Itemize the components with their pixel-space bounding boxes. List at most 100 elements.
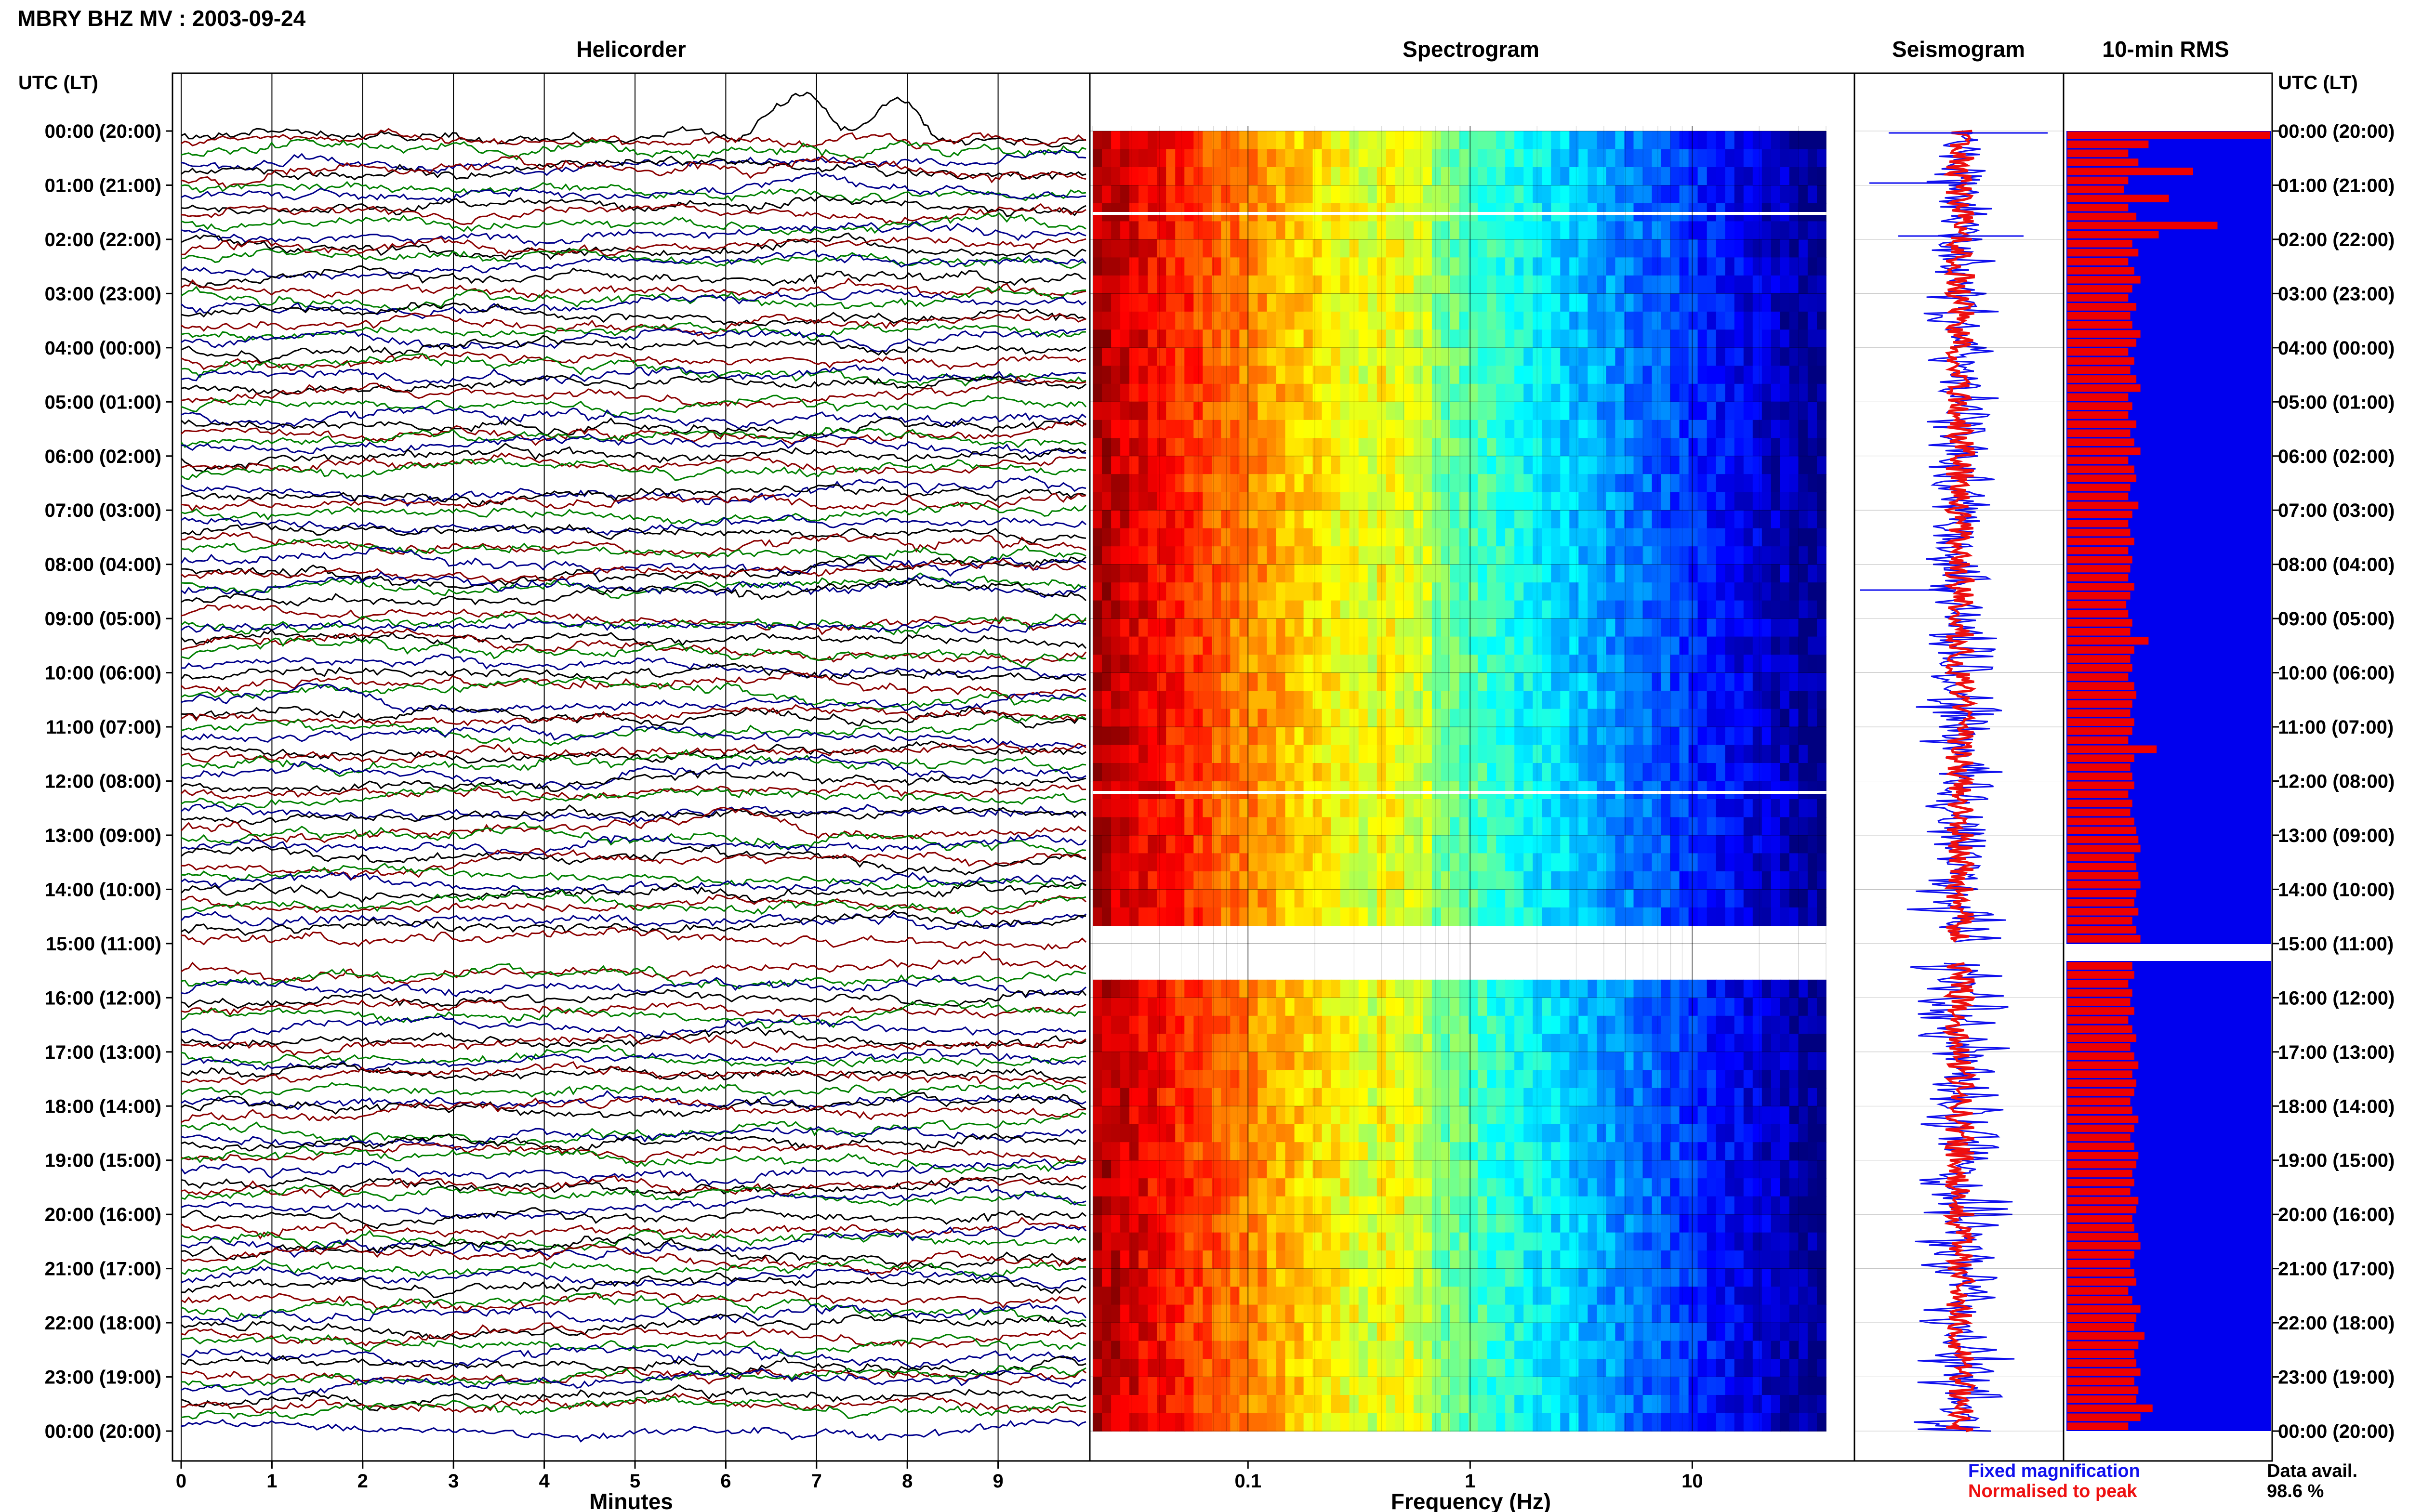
spectrogram-cell [1248, 347, 1258, 367]
spectrogram-cell [1761, 311, 1772, 330]
spectrogram-cell [1633, 492, 1643, 511]
spectrogram-cell [1615, 998, 1625, 1016]
spectrogram-cell [1322, 492, 1332, 511]
helicorder-trace [181, 998, 1086, 1019]
spectrogram-cell [1276, 979, 1286, 999]
spectrogram-cell [1780, 672, 1790, 691]
spectrogram-cell [1248, 1214, 1258, 1233]
spectrogram-cell [1817, 1106, 1827, 1125]
spectrogram-cell [1716, 1015, 1726, 1035]
spectrogram-cell [1093, 600, 1102, 619]
spectrogram-cell [1633, 691, 1643, 710]
spectrogram-cell [1358, 366, 1368, 384]
spectrogram-cell [1413, 691, 1423, 710]
spectrogram-cell [1807, 420, 1817, 439]
spectrogram-cell [1203, 907, 1213, 926]
spectrogram-cell [1752, 510, 1762, 529]
helicorder-trace [181, 492, 1086, 513]
spectrogram-cell [1633, 402, 1643, 421]
spectrogram-cell [1798, 347, 1808, 367]
spectrogram-cell [1688, 257, 1698, 276]
spectrogram-cell [1358, 347, 1368, 367]
spectrogram-cell [1542, 1124, 1551, 1143]
spectrogram-cell [1441, 871, 1451, 890]
spectrogram-cell [1633, 311, 1643, 330]
spectrogram-cell [1285, 329, 1295, 348]
spectrogram-cell [1386, 745, 1396, 763]
spectrogram-cell [1239, 691, 1249, 710]
spectrogram-cell [1148, 672, 1157, 691]
spectrogram-cell [1487, 889, 1496, 908]
spectrogram-cell [1193, 275, 1204, 294]
spectrogram-cell [1469, 239, 1478, 258]
spectrogram-cell [1267, 1052, 1277, 1071]
spectrogram-cell [1093, 528, 1102, 547]
spectrogram-cell [1670, 853, 1680, 872]
spectrogram-cell [1487, 564, 1496, 583]
spectrogram-cell [1230, 329, 1240, 348]
spectrogram-cell [1652, 1142, 1662, 1161]
spectrogram-cell [1771, 1232, 1781, 1251]
spectrogram-cell [1212, 149, 1222, 168]
spectrogram-cell [1459, 456, 1469, 475]
spectrogram-cell [1661, 239, 1671, 258]
spectrogram-cell [1588, 582, 1598, 601]
spectrogram-cell [1697, 311, 1707, 330]
spectrogram-cell [1505, 582, 1515, 601]
spectrogram-cell [1633, 474, 1643, 493]
spectrogram-cell [1523, 835, 1533, 854]
spectrogram-cell [1523, 492, 1533, 511]
spectrogram-cell [1789, 1196, 1799, 1215]
spectrogram-cell [1578, 871, 1588, 890]
spectrogram-cell [1349, 781, 1359, 800]
spectrogram-cell [1569, 1015, 1579, 1035]
spectrogram-cell [1441, 691, 1451, 710]
spectrogram-cell [1569, 402, 1579, 421]
spectrogram-cell [1175, 456, 1185, 475]
spectrogram-cell [1377, 1268, 1387, 1287]
spectrogram-cell [1303, 546, 1313, 565]
spectrogram-cell [1487, 492, 1496, 511]
spectrogram-cell [1697, 979, 1707, 999]
spectrogram-cell [1294, 655, 1304, 673]
spectrogram-cell [1761, 799, 1772, 818]
spectrogram-cell [1312, 582, 1323, 601]
spectrogram-cell [1377, 456, 1387, 475]
spectrogram-cell [1175, 600, 1185, 619]
spectrogram-cell [1093, 383, 1102, 403]
spectrogram-cell [1322, 979, 1332, 999]
spectrogram-cell [1157, 1250, 1166, 1269]
spectrogram-cell [1670, 185, 1680, 204]
spectrogram-cell [1267, 691, 1277, 710]
spectrogram-cell [1478, 1214, 1487, 1233]
spectrogram-cell [1789, 1106, 1799, 1125]
spectrogram-cell [1606, 438, 1616, 457]
spectrogram-cell [1248, 420, 1258, 439]
helicorder-trace [180, 881, 1086, 904]
spectrogram-cell [1505, 871, 1515, 890]
spectrogram-cell [1377, 1214, 1387, 1233]
spectrogram-cell [1560, 1160, 1570, 1179]
spectrogram-cell [1542, 275, 1551, 294]
spectrogram-cell [1276, 366, 1286, 384]
spectrogram-cell [1404, 329, 1414, 348]
helicorder-trace [181, 376, 1086, 408]
spectrogram-cell [1560, 871, 1570, 890]
spectrogram-cell [1716, 275, 1726, 294]
spectrogram-cell [1148, 1232, 1157, 1251]
spectrogram-cell [1505, 907, 1515, 926]
spectrogram-cell [1395, 1232, 1405, 1251]
spectrogram-cell [1367, 492, 1377, 511]
spectrogram-cell [1312, 1070, 1323, 1089]
spectrogram-cell [1148, 745, 1157, 763]
spectrogram-cell [1129, 1015, 1139, 1035]
spectrogram-cell [1606, 853, 1616, 872]
spectrogram-cell [1817, 853, 1827, 872]
spectrogram-cell [1780, 275, 1790, 294]
spectrogram-cell [1670, 1160, 1680, 1179]
spectrogram-cell [1533, 293, 1542, 312]
spectrogram-cell [1652, 1214, 1662, 1233]
spectrogram-cell [1615, 1232, 1625, 1251]
spectrogram-cell [1642, 239, 1653, 258]
